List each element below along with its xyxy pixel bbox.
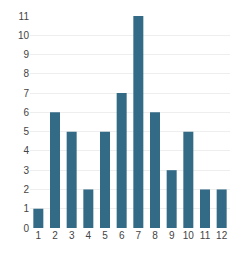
svg-text:10: 10 bbox=[183, 230, 195, 241]
svg-text:12: 12 bbox=[216, 230, 228, 241]
svg-text:9: 9 bbox=[23, 49, 29, 60]
svg-text:5: 5 bbox=[23, 126, 29, 137]
svg-text:7: 7 bbox=[23, 88, 29, 99]
svg-text:1: 1 bbox=[23, 203, 29, 214]
svg-text:2: 2 bbox=[23, 184, 29, 195]
svg-text:3: 3 bbox=[69, 230, 75, 241]
svg-text:3: 3 bbox=[23, 165, 29, 176]
svg-text:11: 11 bbox=[19, 11, 30, 22]
svg-text:8: 8 bbox=[23, 68, 29, 79]
svg-text:11: 11 bbox=[200, 230, 211, 241]
svg-text:10: 10 bbox=[18, 30, 30, 41]
svg-text:0: 0 bbox=[23, 223, 29, 234]
svg-text:7: 7 bbox=[136, 230, 142, 241]
svg-text:1: 1 bbox=[36, 230, 42, 241]
svg-text:4: 4 bbox=[86, 230, 92, 241]
svg-text:2: 2 bbox=[52, 230, 58, 241]
svg-text:9: 9 bbox=[169, 230, 175, 241]
svg-text:6: 6 bbox=[23, 107, 29, 118]
svg-text:6: 6 bbox=[119, 230, 125, 241]
svg-text:4: 4 bbox=[23, 145, 29, 156]
svg-text:5: 5 bbox=[102, 230, 108, 241]
svg-text:8: 8 bbox=[152, 230, 158, 241]
